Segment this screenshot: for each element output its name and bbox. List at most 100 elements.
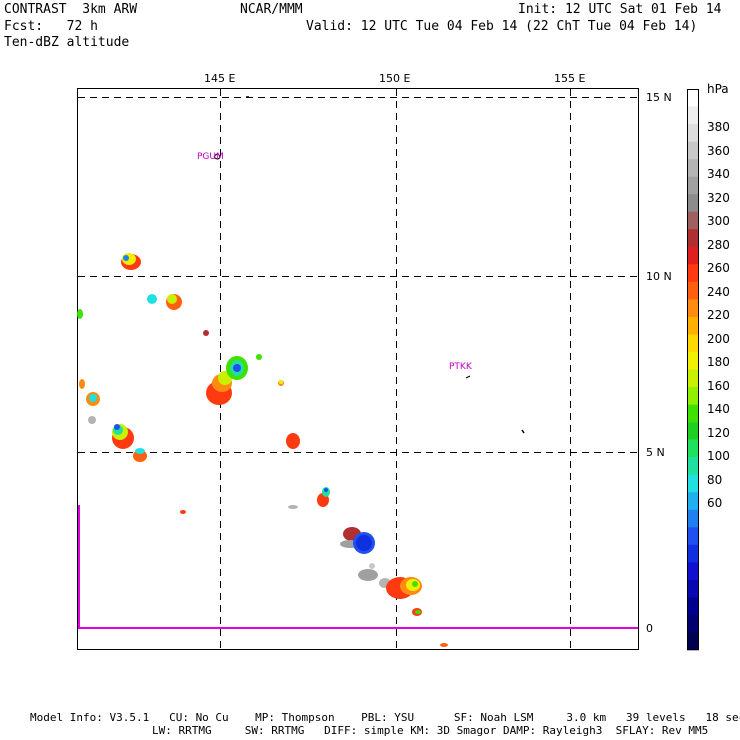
map-frame bbox=[77, 88, 639, 650]
colorbar-tick-label: 260 bbox=[707, 261, 730, 275]
colorbar-border bbox=[687, 89, 699, 650]
echo bbox=[356, 535, 372, 551]
colorbar-swatch bbox=[687, 89, 699, 107]
lon-label-155: 155 E bbox=[554, 72, 586, 85]
colorbar-swatch bbox=[687, 544, 699, 563]
colorbar-swatch bbox=[687, 246, 699, 265]
colorbar-swatch bbox=[687, 404, 699, 423]
colorbar-swatch bbox=[687, 509, 699, 528]
colorbar-swatch bbox=[687, 106, 699, 125]
echo bbox=[77, 309, 83, 319]
lat-label-0: 0 bbox=[646, 622, 653, 635]
island-mark bbox=[521, 429, 525, 434]
colorbar-swatch bbox=[687, 439, 699, 458]
echo bbox=[256, 354, 262, 360]
colorbar-swatch bbox=[687, 597, 699, 616]
echo bbox=[288, 505, 298, 509]
lon-label-150: 150 E bbox=[379, 72, 411, 85]
colorbar-tick-label: 300 bbox=[707, 214, 730, 228]
colorbar bbox=[687, 89, 699, 651]
lon-label-145: 145 E bbox=[204, 72, 236, 85]
echo bbox=[279, 380, 283, 384]
graticule bbox=[78, 89, 638, 649]
colorbar-tick-label: 220 bbox=[707, 308, 730, 322]
colorbar-tick-label: 160 bbox=[707, 378, 730, 393]
center-name: NCAR/MMM bbox=[240, 2, 303, 17]
colorbar-swatch bbox=[687, 614, 699, 633]
colorbar-tick-label: 240 bbox=[707, 284, 730, 299]
echo bbox=[135, 448, 145, 454]
echo bbox=[358, 569, 378, 581]
echo bbox=[415, 610, 421, 614]
colorbar-tick-label: 280 bbox=[707, 237, 730, 252]
field-name: Ten-dBZ altitude bbox=[4, 35, 130, 50]
colorbar-swatch bbox=[687, 194, 699, 213]
lat-label-15n: 15 N bbox=[646, 91, 672, 104]
forecast-hour: Fcst: 72 h bbox=[4, 19, 98, 34]
colorbar-tick-label: 380 bbox=[707, 120, 730, 134]
colorbar-swatch bbox=[687, 299, 699, 318]
model-title: CONTRAST 3km ARW bbox=[4, 2, 138, 17]
colorbar-swatch bbox=[687, 527, 699, 546]
colorbar-tick-label: 140 bbox=[707, 402, 730, 416]
colorbar-tick-label: 320 bbox=[707, 190, 730, 205]
colorbar-tick-label: 200 bbox=[707, 331, 730, 346]
domain-boundary bbox=[78, 505, 638, 629]
echo bbox=[369, 563, 375, 569]
echo bbox=[180, 510, 186, 514]
echo bbox=[88, 416, 96, 424]
colorbar-swatch bbox=[687, 211, 699, 230]
echo bbox=[233, 364, 241, 372]
colorbar-swatch bbox=[687, 422, 699, 440]
colorbar-swatch bbox=[687, 229, 699, 248]
colorbar-unit: hPa bbox=[707, 82, 729, 96]
colorbar-swatch bbox=[687, 334, 699, 353]
colorbar-tick-label: 60 bbox=[707, 496, 723, 510]
lat-label-10n: 10 N bbox=[646, 270, 672, 283]
echo bbox=[412, 581, 418, 587]
init-time: Init: 12 UTC Sat 01 Feb 14 bbox=[518, 2, 722, 17]
colorbar-swatch bbox=[687, 316, 699, 335]
lat-label-5n: 5 N bbox=[646, 446, 665, 459]
colorbar-swatch bbox=[687, 124, 699, 142]
colorbar-swatch bbox=[687, 141, 699, 160]
echo bbox=[167, 294, 177, 304]
colorbar-tick-label: 120 bbox=[707, 425, 730, 440]
radar-echoes bbox=[77, 253, 448, 647]
echo bbox=[123, 255, 129, 261]
colorbar-tick-label: 100 bbox=[707, 449, 730, 463]
colorbar-swatch bbox=[687, 562, 699, 581]
echo bbox=[147, 294, 157, 304]
colorbar-swatch bbox=[687, 579, 699, 598]
colorbar-tick-label: 340 bbox=[707, 167, 730, 181]
echo bbox=[79, 379, 85, 389]
colorbar-swatch bbox=[687, 457, 699, 475]
footer-model-info: Model Info: V3.5.1 CU: No Cu MP: Thompso… bbox=[30, 711, 740, 724]
station-pgum: PGUM bbox=[197, 152, 224, 162]
colorbar-tick-label: 80 bbox=[707, 472, 723, 487]
colorbar-swatch bbox=[687, 632, 699, 651]
colorbar-tick-label: 180 bbox=[707, 355, 730, 369]
chuuk-outline bbox=[465, 375, 471, 379]
colorbar-swatch bbox=[687, 281, 699, 300]
echo bbox=[286, 433, 300, 449]
colorbar-swatch bbox=[687, 492, 699, 511]
echo bbox=[89, 394, 97, 402]
station-ptkk: PTKK bbox=[449, 362, 472, 372]
echo bbox=[440, 643, 448, 647]
colorbar-swatch bbox=[687, 474, 699, 493]
echo bbox=[203, 330, 209, 336]
colorbar-swatch bbox=[687, 264, 699, 283]
footer-physics-info: LW: RRTMG SW: RRTMG DIFF: simple KM: 3D … bbox=[152, 724, 709, 737]
echo bbox=[114, 424, 120, 430]
echo bbox=[324, 488, 328, 492]
colorbar-swatch bbox=[687, 369, 699, 388]
valid-time: Valid: 12 UTC Tue 04 Feb 14 (22 ChT Tue … bbox=[306, 19, 698, 34]
colorbar-swatch bbox=[687, 351, 699, 370]
colorbar-swatch bbox=[687, 387, 699, 405]
colorbar-swatch bbox=[687, 159, 699, 177]
colorbar-swatch bbox=[687, 176, 699, 195]
colorbar-tick-label: 360 bbox=[707, 143, 730, 158]
guam-outline bbox=[213, 153, 221, 160]
